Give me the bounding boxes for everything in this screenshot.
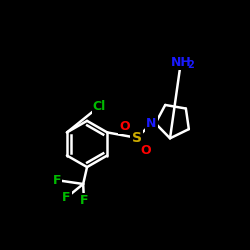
Text: F: F (62, 191, 70, 204)
Text: O: O (120, 120, 130, 133)
Text: O: O (141, 144, 151, 158)
Text: F: F (80, 194, 88, 207)
Text: N: N (146, 118, 156, 130)
Text: Cl: Cl (93, 100, 106, 113)
Text: F: F (52, 174, 61, 187)
Text: NH: NH (170, 56, 191, 69)
Text: S: S (132, 131, 142, 145)
Text: 2: 2 (187, 60, 194, 70)
Text: N: N (146, 118, 156, 130)
